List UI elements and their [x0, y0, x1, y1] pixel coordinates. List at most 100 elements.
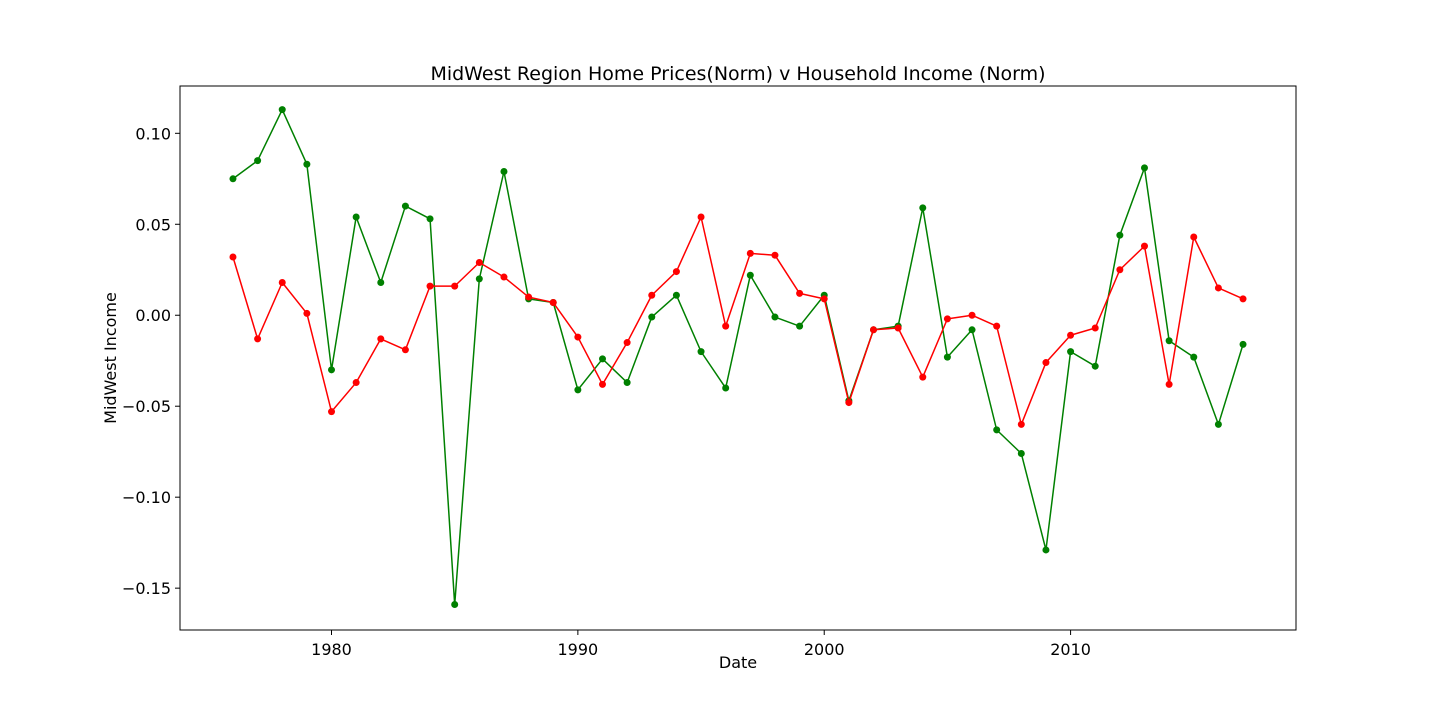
- series-2-point: [1091, 324, 1099, 332]
- y-tick-label: 0.00: [135, 306, 171, 325]
- series-2-point: [968, 311, 976, 319]
- series-2-point: [328, 408, 336, 416]
- series-2-point: [475, 258, 483, 266]
- series-2-point: [599, 380, 606, 388]
- series-1-point: [377, 278, 385, 286]
- series-2-point: [870, 326, 877, 334]
- series-2-point: [549, 299, 557, 307]
- series-2-point: [845, 399, 853, 407]
- series-2-point: [451, 282, 459, 290]
- series-2-point: [894, 324, 902, 332]
- series-1-point: [697, 348, 705, 356]
- series-2-point: [500, 273, 508, 281]
- y-tick-label: −0.05: [122, 397, 171, 416]
- series-1-point: [1042, 546, 1050, 554]
- series-1-point: [1140, 164, 1148, 172]
- series-2-point: [1190, 233, 1198, 241]
- series-1-point: [229, 175, 237, 183]
- series-1-point: [993, 426, 1001, 434]
- series-1-point: [599, 355, 606, 363]
- y-tick-label: −0.15: [122, 579, 171, 598]
- y-tick-label: −0.10: [122, 488, 171, 507]
- series-1-point: [672, 291, 680, 299]
- series-2-point: [229, 253, 237, 261]
- x-tick-label: 1990: [558, 640, 599, 659]
- series-2-point: [1214, 284, 1222, 292]
- series-1-point: [451, 601, 459, 609]
- series-2-point: [303, 309, 311, 317]
- series-1-point: [796, 322, 804, 330]
- y-tick-label: 0.10: [135, 124, 171, 143]
- y-axis-label: MidWest Income: [101, 292, 120, 424]
- series-1-point: [303, 160, 311, 168]
- series-2-point: [278, 278, 286, 286]
- series-2-point: [1067, 331, 1075, 339]
- series-1-point: [426, 215, 434, 223]
- series-1-point: [648, 313, 656, 321]
- series-1-point: [1017, 450, 1025, 458]
- series-1-point: [1091, 362, 1099, 370]
- series-1-point: [1165, 337, 1173, 345]
- series-2-point: [796, 289, 804, 297]
- series-2-point: [1165, 380, 1173, 388]
- series-1-point: [1067, 348, 1075, 356]
- series-1-point: [254, 157, 262, 165]
- series-2-point: [722, 322, 730, 330]
- series-2-point: [1116, 266, 1124, 274]
- x-tick-label: 2010: [1050, 640, 1091, 659]
- series-2-point: [525, 293, 533, 301]
- series-2-point: [919, 373, 927, 381]
- series-2-point: [1140, 242, 1148, 250]
- series-2-line: [232, 216, 1244, 426]
- series-2-point: [401, 346, 409, 354]
- series-1-point: [722, 384, 730, 392]
- series-2: [229, 213, 1247, 428]
- plot-frame: [179, 85, 1297, 631]
- series-1-point: [1190, 353, 1198, 361]
- series-2-point: [771, 251, 779, 259]
- series-1-point: [771, 313, 779, 321]
- chart-title: MidWest Region Home Prices(Norm) v House…: [430, 63, 1045, 85]
- series-1-point: [746, 271, 754, 279]
- series-2-point: [1017, 420, 1025, 428]
- series-1-point: [968, 326, 976, 334]
- series-1-point: [623, 379, 631, 387]
- x-axis: 1980 1990 2000 2010: [311, 630, 1091, 659]
- series-1-point: [475, 275, 483, 283]
- x-tick-label: 1980: [311, 640, 352, 659]
- series-2-point: [254, 335, 262, 343]
- series-2-point: [352, 379, 360, 387]
- series-1-point: [1116, 231, 1124, 239]
- series-1-point: [574, 386, 582, 394]
- series-2-point: [1042, 359, 1050, 367]
- y-tick-label: 0.05: [135, 215, 171, 234]
- series-1-point: [278, 106, 286, 114]
- series-1-point: [943, 353, 951, 361]
- series-2-point: [820, 295, 828, 303]
- series-1-line: [232, 108, 1244, 606]
- series-1-point: [401, 202, 409, 210]
- x-tick-label: 2000: [804, 640, 845, 659]
- series-2-point: [1239, 295, 1247, 303]
- plot-area: [229, 106, 1247, 609]
- series-2-point: [623, 339, 631, 347]
- series-1-point: [500, 168, 508, 176]
- series-2-point: [574, 333, 582, 341]
- series-1-point: [352, 213, 360, 221]
- series-2-point: [697, 213, 705, 221]
- series-2-point: [746, 249, 754, 257]
- series-2-point: [377, 335, 385, 343]
- y-axis: 0.10 0.05 0.00 −0.05 −0.10 −0.15: [122, 124, 180, 598]
- series-1-point: [328, 366, 336, 374]
- series-2-point: [993, 322, 1001, 330]
- series-1-point: [1239, 340, 1247, 348]
- series-1-point: [1214, 420, 1222, 428]
- series-2-point: [943, 315, 951, 323]
- series-2-point: [672, 268, 680, 276]
- series-2-point: [426, 282, 434, 290]
- series-1-point: [919, 204, 927, 212]
- series-2-point: [648, 291, 656, 299]
- x-axis-label: Date: [719, 653, 757, 672]
